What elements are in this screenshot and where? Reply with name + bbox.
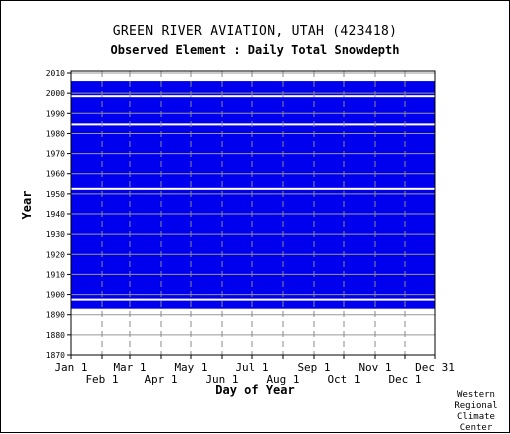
y-tick-label-2000: 2000 <box>46 89 65 98</box>
x-axis-label: Day of Year <box>215 383 295 397</box>
grid-layer <box>70 71 436 356</box>
x-tick-label-dec-31: Dec 31 <box>415 361 455 374</box>
y-tick-label-1980: 1980 <box>46 129 65 138</box>
x-tick-label-dec-1: Dec 1 <box>388 373 421 386</box>
y-tick-label-1970: 1970 <box>46 150 65 159</box>
y-tick-label-1940: 1940 <box>46 210 65 219</box>
y-tick-label-1950: 1950 <box>46 190 65 199</box>
y-tick-label-2010: 2010 <box>46 69 65 78</box>
y-tick-label-1920: 1920 <box>46 250 65 259</box>
observed-period-1953-1983 <box>71 125 435 188</box>
y-tick-label-1990: 1990 <box>46 109 65 118</box>
x-tick-label-feb-1: Feb 1 <box>85 373 118 386</box>
x-tick-label-sep-1: Sep 1 <box>297 361 330 374</box>
x-tick-label-oct-1: Oct 1 <box>327 373 360 386</box>
data-layer <box>71 71 435 355</box>
y-tick-label-1930: 1930 <box>46 230 65 239</box>
chart-title: GREEN RIVER AVIATION, UTAH (423418) <box>112 24 398 39</box>
plot-border <box>70 70 436 356</box>
x-tick-label-apr-1: Apr 1 <box>144 373 177 386</box>
y-tick-label-1900: 1900 <box>46 291 65 300</box>
x-tick-label-jul-1: Jul 1 <box>235 361 268 374</box>
chart-subtitle: Observed Element : Daily Total Snowdepth <box>110 43 400 57</box>
y-tick-label-1960: 1960 <box>46 170 65 179</box>
observed-period-1893-1896 <box>71 300 435 309</box>
y-tick-label-1880: 1880 <box>46 331 65 340</box>
x-tick-label-nov-1: Nov 1 <box>358 361 391 374</box>
observed-period-1985-1997 <box>71 97 435 124</box>
x-tick-label-jun-1: Jun 1 <box>205 373 238 386</box>
y-tick-label-1870: 1870 <box>46 351 65 360</box>
x-tick-label-may-1: May 1 <box>174 361 207 374</box>
observed-period-1898-1951 <box>71 189 435 299</box>
x-tick-label-aug-1: Aug 1 <box>266 373 299 386</box>
x-tick-label-jan-1: Jan 1 <box>54 361 87 374</box>
y-tick-label-1910: 1910 <box>46 270 65 279</box>
axis-layer: 1870 1880 1890 1900 1910 1920 1930 1940 1950 1960… <box>46 69 455 386</box>
credit-text: Western Regional Climate Center <box>454 390 498 433</box>
x-tick-label-mar-1: Mar 1 <box>113 361 146 374</box>
y-tick-label-1890: 1890 <box>46 311 65 320</box>
